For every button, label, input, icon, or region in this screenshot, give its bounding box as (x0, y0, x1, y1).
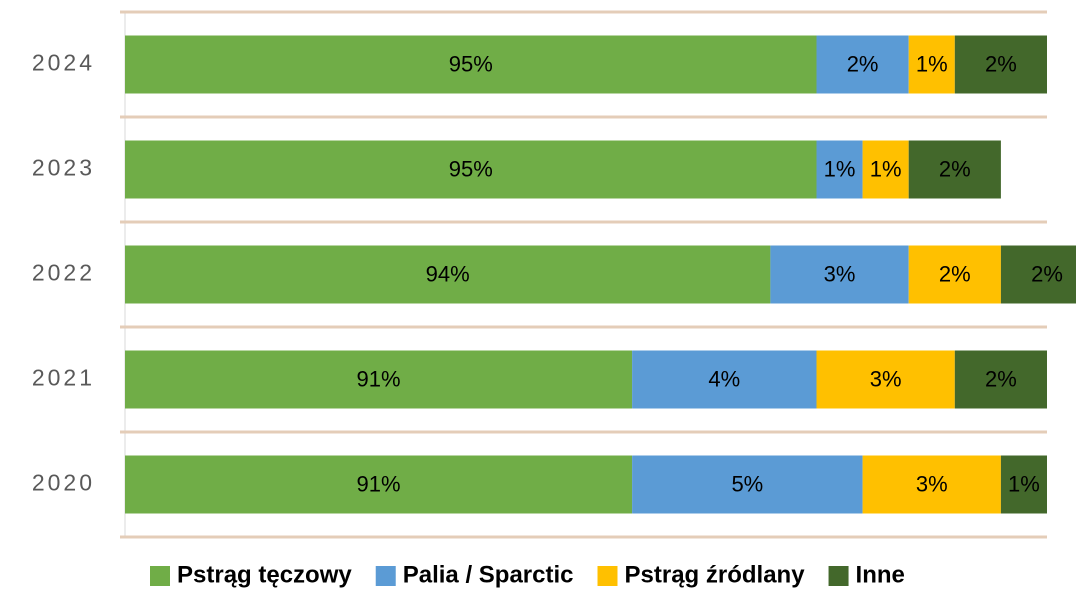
value-label: 2% (985, 366, 1017, 391)
bar-segment (862, 140, 909, 199)
bar-segment (816, 140, 863, 199)
value-label: 2% (985, 51, 1017, 76)
value-label: 1% (1008, 471, 1040, 496)
bar-segment (125, 245, 771, 304)
value-label: 3% (916, 471, 948, 496)
category-label: 2024 (32, 50, 95, 76)
bar-segment (954, 350, 1047, 409)
bar-segment (1000, 245, 1076, 304)
bar-segment (816, 350, 955, 409)
legend-label: Inne (856, 561, 905, 588)
category-label: 2021 (32, 365, 95, 391)
bar-segment (632, 350, 817, 409)
bar-segment (1000, 455, 1047, 514)
value-label: 91% (357, 366, 401, 391)
value-label: 2% (939, 156, 971, 181)
bar-segment (770, 245, 909, 304)
value-label: 4% (708, 366, 740, 391)
value-label: 91% (357, 471, 401, 496)
value-label: 3% (870, 366, 902, 391)
bar-segment (125, 350, 633, 409)
legend-swatch (375, 566, 396, 586)
category-label: 2023 (32, 155, 95, 181)
bar-segment (908, 140, 1001, 199)
bar-segment (125, 140, 817, 199)
value-label: 5% (731, 471, 763, 496)
value-label: 1% (870, 156, 902, 181)
value-label: 2% (939, 261, 971, 286)
value-label: 95% (449, 156, 493, 181)
bar-segment (816, 35, 909, 94)
bar-segment (862, 455, 1001, 514)
legend-swatch (828, 566, 849, 586)
value-label: 3% (824, 261, 856, 286)
bar-segment (908, 245, 1001, 304)
legend-swatch (150, 566, 170, 586)
value-label: 95% (449, 51, 493, 76)
bar-segment (632, 455, 863, 514)
value-label: 2% (1031, 261, 1063, 286)
legend-label: Pstrąg źródlany (625, 561, 806, 588)
bar-segment (908, 35, 955, 94)
bar-segment (125, 455, 633, 514)
legend-label: Palia / Sparctic (403, 561, 574, 588)
bar-segment (125, 35, 817, 94)
value-label: 1% (916, 51, 948, 76)
value-label: 1% (824, 156, 856, 181)
value-label: 2% (847, 51, 879, 76)
category-label: 2020 (32, 470, 95, 496)
legend-label: Pstrąg tęczowy (177, 561, 352, 588)
category-label: 2022 (32, 260, 95, 286)
value-label: 94% (426, 261, 470, 286)
bar-segment (954, 35, 1047, 94)
legend-swatch (597, 566, 618, 586)
